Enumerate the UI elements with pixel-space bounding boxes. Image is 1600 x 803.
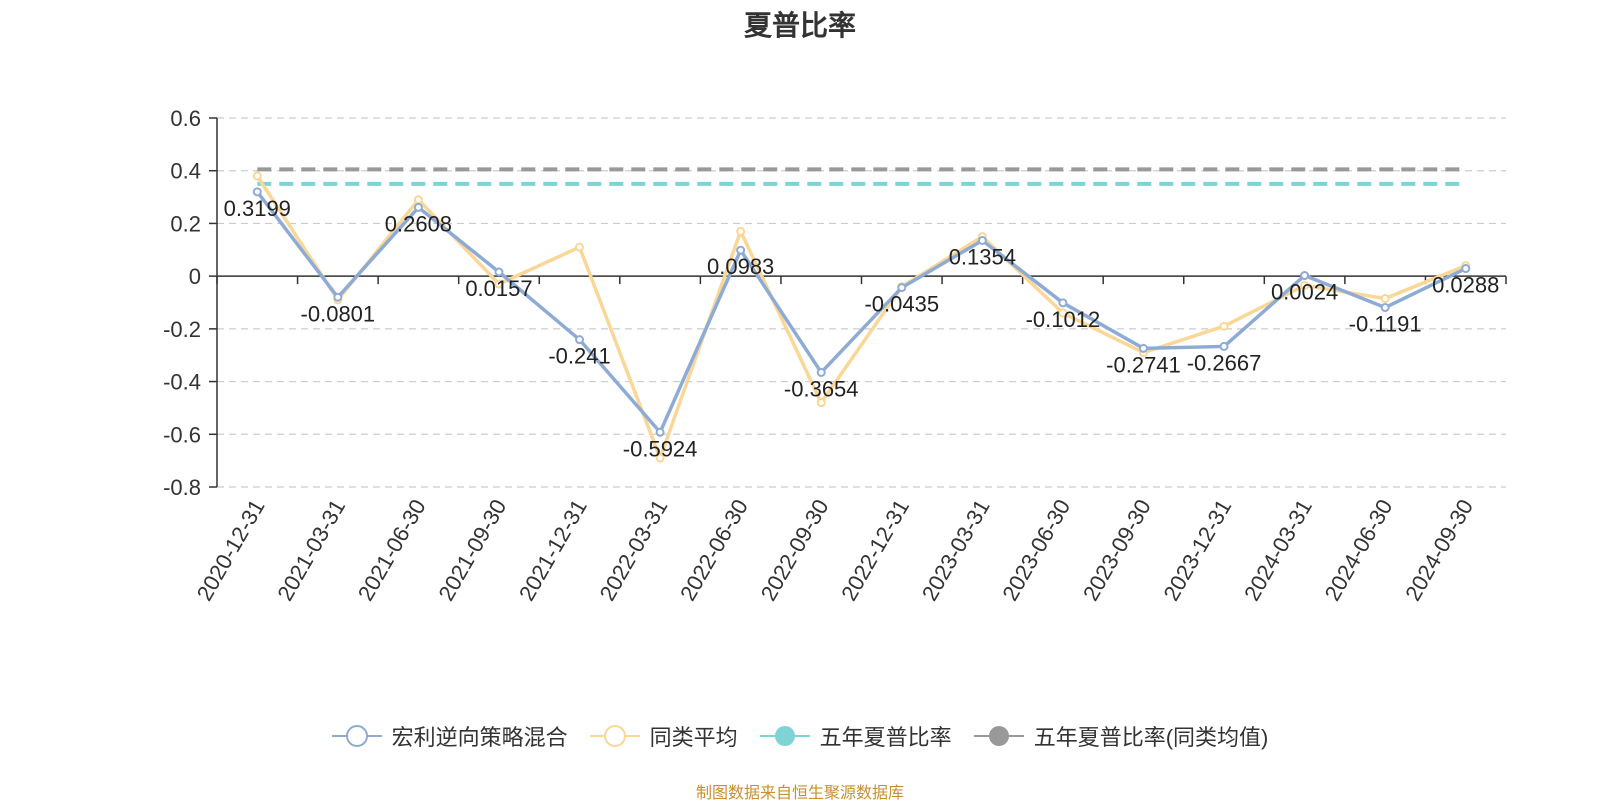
fund-point xyxy=(1138,343,1148,353)
fund-point xyxy=(575,335,585,345)
data-label: 0.0288 xyxy=(1432,273,1499,298)
data-label: 0.0983 xyxy=(707,254,774,279)
y-tick-label: -0.8 xyxy=(163,475,201,500)
fund-point xyxy=(977,235,987,245)
legend-item-five-year-sharpe[interactable]: 五年夏普比率 xyxy=(759,720,952,752)
x-tick-label: 2024-06-30 xyxy=(1320,495,1398,605)
peer-average-point xyxy=(655,453,665,463)
x-tick-label: 2024-09-30 xyxy=(1400,495,1478,605)
x-tick-label: 2022-06-30 xyxy=(675,495,753,605)
legend-item-peer-average[interactable]: 同类平均 xyxy=(589,720,738,752)
x-tick-label: 2021-12-31 xyxy=(514,495,592,605)
legend-label-five-year-sharpe-peer: 五年夏普比率(同类均值) xyxy=(1033,725,1269,750)
data-label: -0.0435 xyxy=(864,292,939,317)
data-labels: 0.3199 -0.0801 0.2608 0.0157 -0.241 -0.5924 0.… xyxy=(224,196,1500,461)
x-tick-label: 2022-12-31 xyxy=(836,495,914,605)
x-tick-label: 2023-12-31 xyxy=(1158,495,1236,605)
fund-point xyxy=(1219,341,1229,351)
peer-average-point xyxy=(1219,321,1229,331)
x-tick-label: 2020-12-31 xyxy=(192,495,270,605)
x-tick-label: 2023-03-31 xyxy=(917,495,995,605)
legend-label-fund: 宏利逆向策略混合 xyxy=(391,725,568,750)
data-label: -0.0801 xyxy=(301,301,376,326)
fund-point xyxy=(736,245,746,255)
legend-hollow-circle-icon xyxy=(589,725,640,747)
data-label: 0.0024 xyxy=(1271,280,1338,305)
legend: 宏利逆向策略混合 同类平均 五年夏普比率 五年夏普比率(同类均值) xyxy=(0,720,1600,752)
y-tick-label: -0.6 xyxy=(163,422,201,447)
y-tick-label: -0.4 xyxy=(163,370,201,395)
data-source-note: 制图数据来自恒生聚源数据库 xyxy=(695,785,904,802)
peer-average-point xyxy=(494,279,504,289)
data-label: 0.1354 xyxy=(949,244,1016,269)
fund-point xyxy=(413,202,423,212)
legend-hollow-circle-icon xyxy=(331,725,382,747)
data-label: 0.0157 xyxy=(465,276,532,301)
fund-point xyxy=(655,427,665,437)
fund-line xyxy=(255,190,1467,435)
data-label: -0.5924 xyxy=(623,436,698,461)
data-label: 0.3199 xyxy=(224,196,291,221)
data-label: -0.1012 xyxy=(1026,307,1101,332)
fund-point xyxy=(494,267,504,277)
x-tick-label: 2022-03-31 xyxy=(594,495,672,605)
grid-layer xyxy=(217,117,1506,488)
x-tick-label: 2022-09-30 xyxy=(756,495,834,605)
x-tick-label: 2021-06-30 xyxy=(353,495,431,605)
chart-title: 夏普比率 xyxy=(743,10,856,41)
data-label: -0.2741 xyxy=(1106,352,1181,377)
peer-average-point xyxy=(736,226,746,236)
y-tick-label: -0.2 xyxy=(163,317,201,342)
data-label: 0.2608 xyxy=(385,211,452,236)
data-label: -0.241 xyxy=(548,344,610,369)
y-tick-label: 0.4 xyxy=(170,159,201,184)
x-tick-label: 2023-06-30 xyxy=(997,495,1075,605)
fund-point xyxy=(333,292,343,302)
peer-average-point xyxy=(252,171,262,181)
legend-item-fund[interactable]: 宏利逆向策略混合 xyxy=(331,720,568,752)
reference-lines xyxy=(257,167,1466,186)
peer-average-point xyxy=(575,242,585,252)
legend-label-peer-average: 同类平均 xyxy=(649,725,738,750)
legend-filled-circle-icon xyxy=(973,726,1024,746)
fund-point xyxy=(1461,264,1471,274)
series-layer xyxy=(252,171,1471,463)
peer-average-point xyxy=(1300,280,1310,290)
peer-average-point xyxy=(413,195,423,205)
x-tick-label: 2023-09-30 xyxy=(1078,495,1156,605)
x-tick-label: 2024-03-31 xyxy=(1239,495,1317,605)
peer-average-point xyxy=(1058,308,1068,318)
data-label: -0.1191 xyxy=(1349,312,1422,337)
peer-average-point xyxy=(1380,294,1390,304)
fund-point xyxy=(1058,298,1068,308)
peer-average-point xyxy=(816,398,826,408)
x-tick-label: 2021-09-30 xyxy=(433,495,511,605)
y-tick-label: 0.2 xyxy=(170,211,201,236)
fund-point xyxy=(897,283,907,293)
fund-point xyxy=(1380,303,1390,313)
fund-point xyxy=(252,187,262,197)
x-tick-label: 2021-03-31 xyxy=(272,495,350,605)
y-tick-label: 0.6 xyxy=(170,106,201,131)
data-label: -0.2667 xyxy=(1187,350,1262,375)
legend-filled-circle-icon xyxy=(759,726,810,746)
legend-item-five-year-sharpe-peer[interactable]: 五年夏普比率(同类均值) xyxy=(973,720,1269,752)
data-label: -0.3654 xyxy=(784,376,859,401)
y-tick-label: 0 xyxy=(189,264,201,289)
fund-point xyxy=(1300,271,1310,281)
fund-point xyxy=(816,367,826,377)
legend-label-five-year-sharpe: 五年夏普比率 xyxy=(819,725,952,750)
